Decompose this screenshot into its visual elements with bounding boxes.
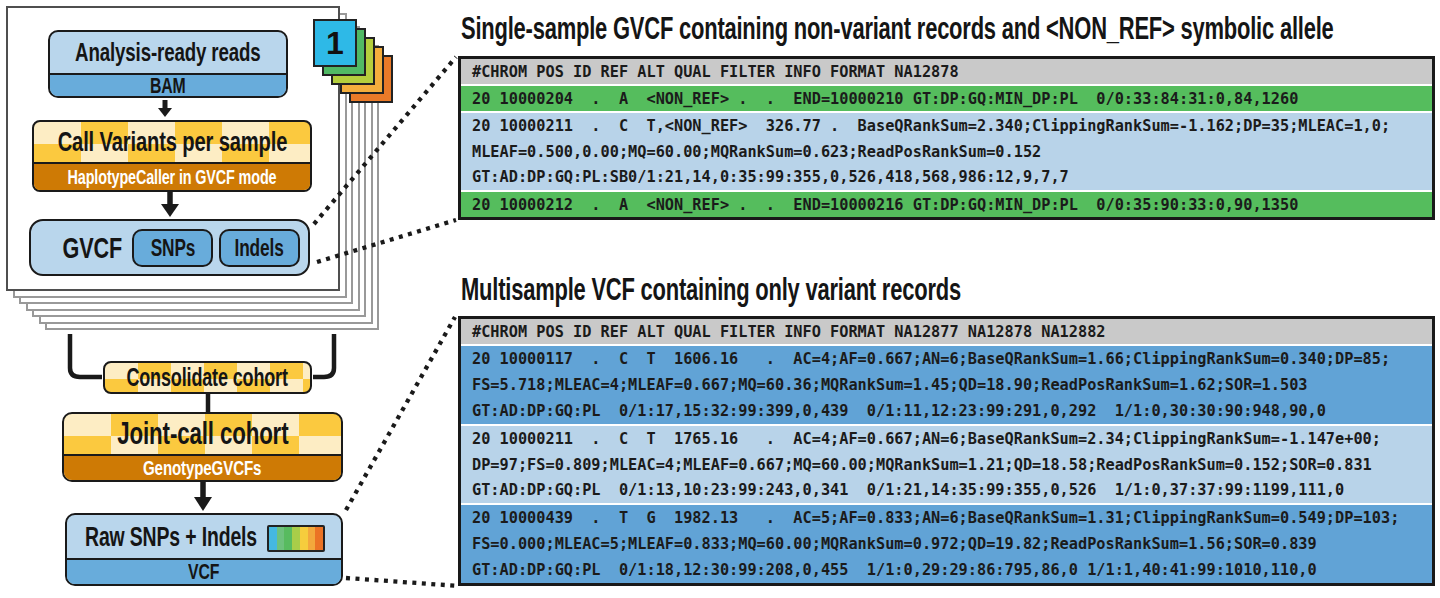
dotted-link-gvcf-bottom <box>317 220 456 262</box>
dotted-link-vcf-top <box>346 317 455 510</box>
dotted-link-vcf-bottom <box>346 578 459 586</box>
bracket-left <box>70 334 102 377</box>
connector-lines <box>0 0 1440 598</box>
bracket-right <box>313 334 334 377</box>
dotted-link-gvcf-top <box>314 57 456 224</box>
arrow-jointcall-to-raw <box>194 497 212 511</box>
gvcf-workflow-diagram: 1 Analysis-ready reads BAM Call Variants… <box>0 0 1440 598</box>
sample-card-1: 1 <box>313 19 357 67</box>
arrow-callvariants-to-gvcf <box>161 204 179 217</box>
sample-number: 1 <box>326 25 344 62</box>
arrow-bam-to-callvariants <box>158 108 172 117</box>
